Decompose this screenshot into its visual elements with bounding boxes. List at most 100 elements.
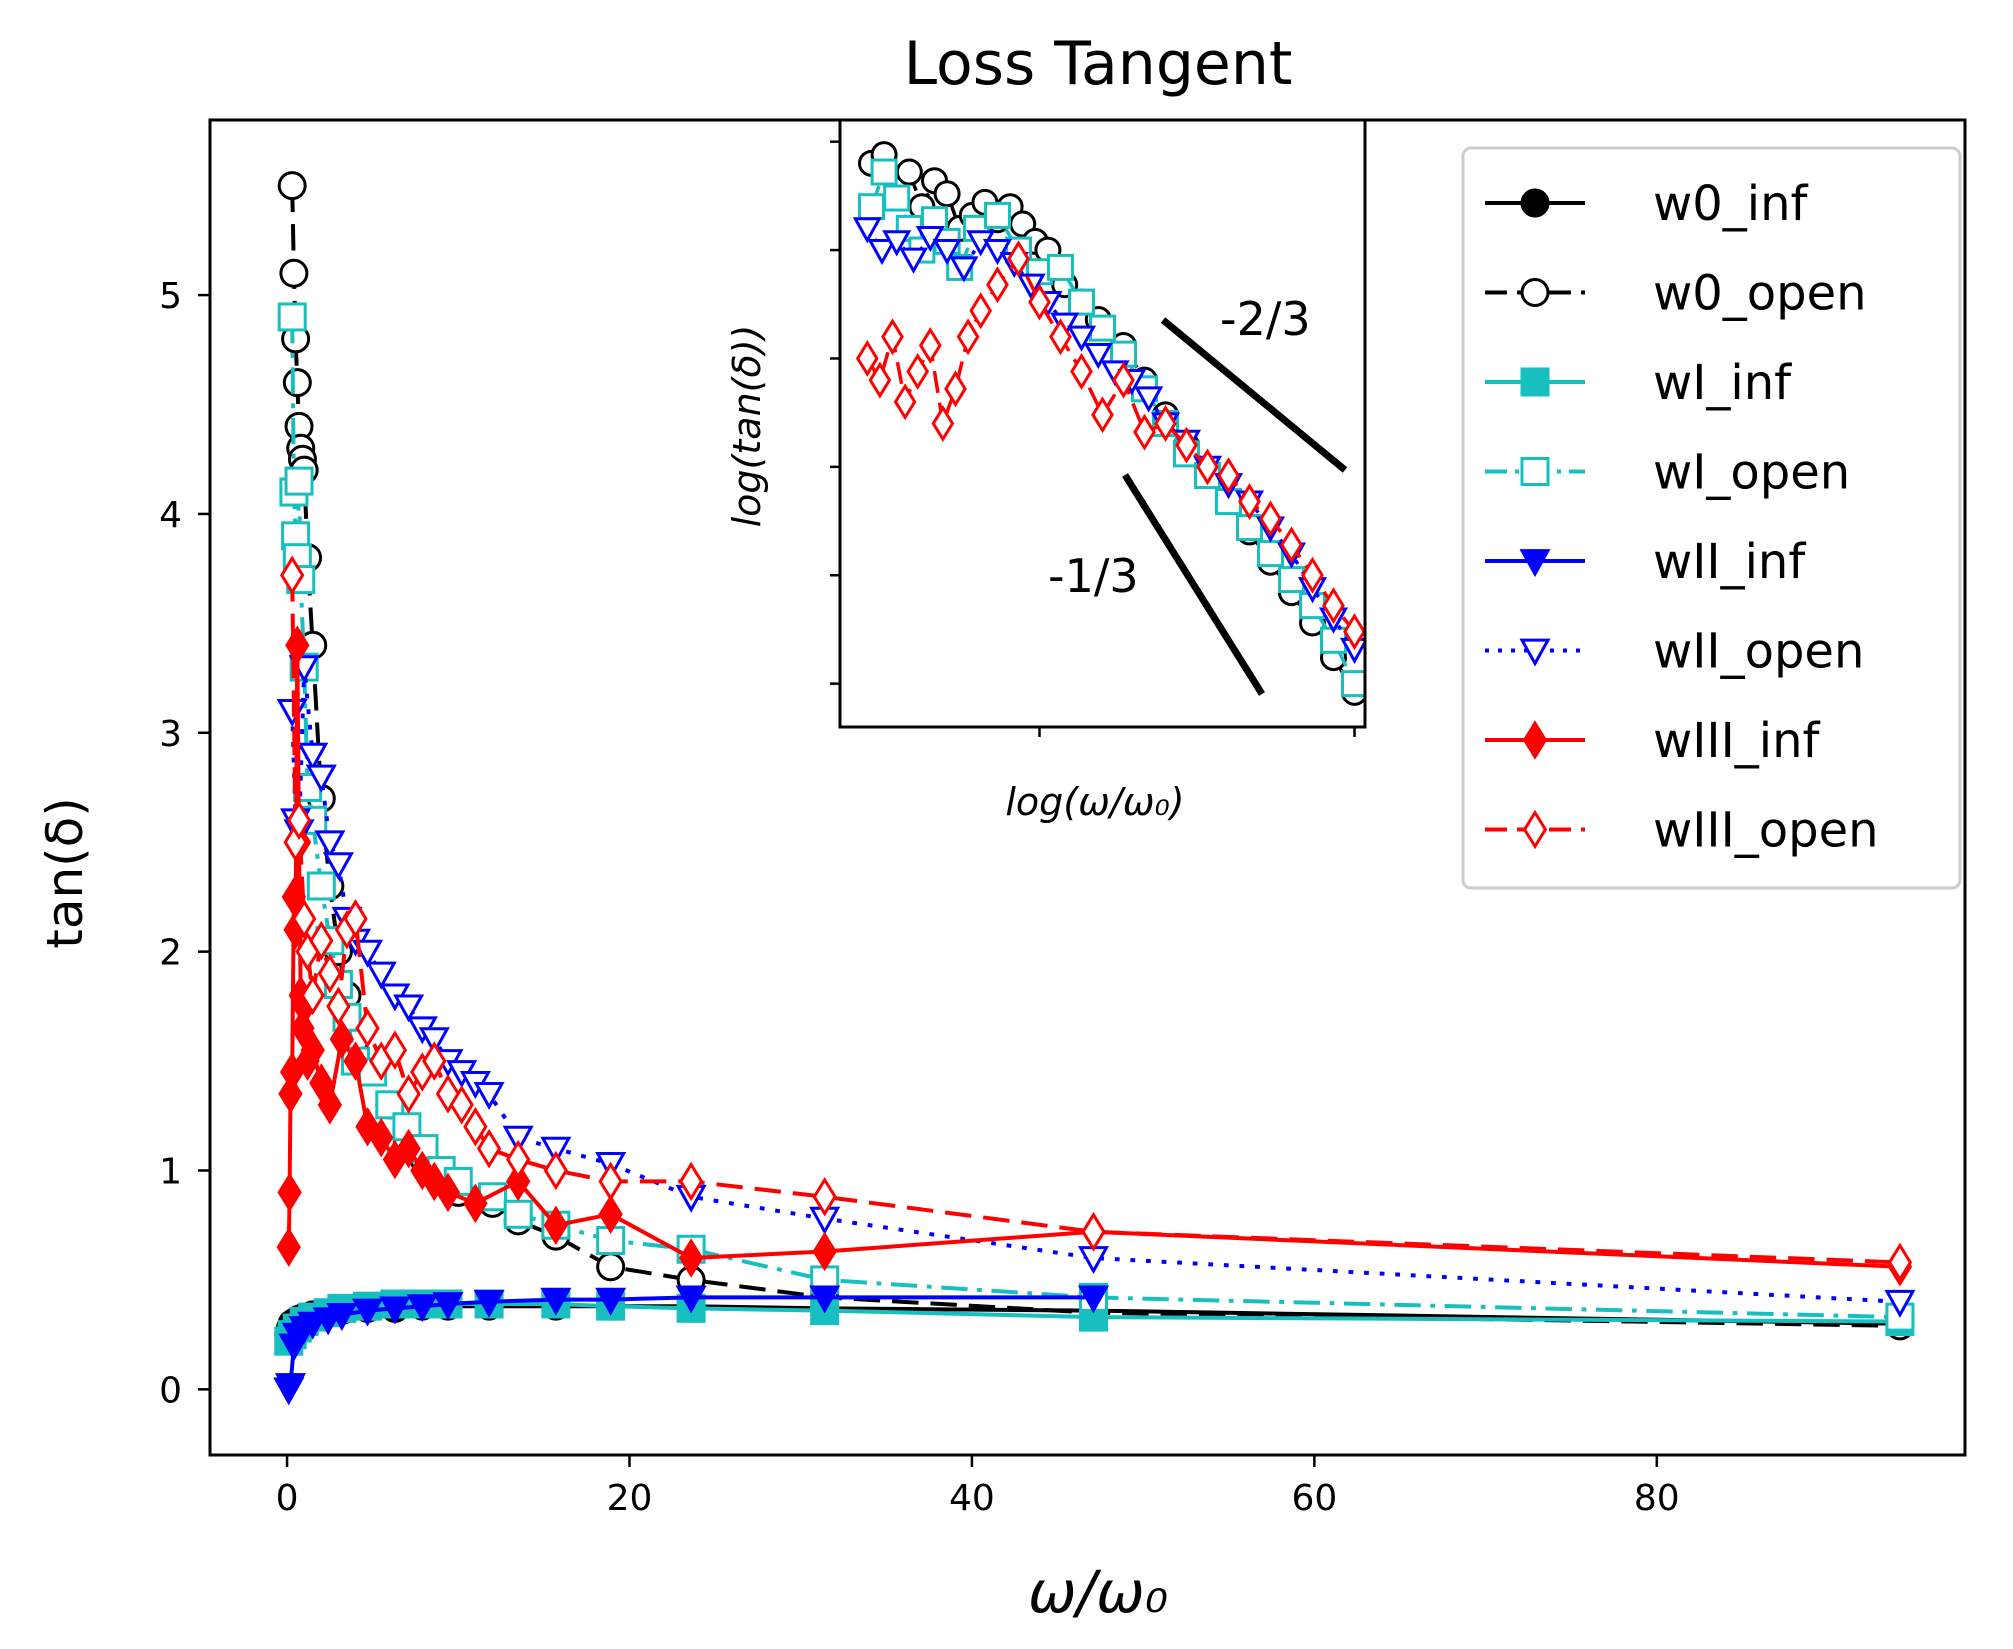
data-point-wI_open — [503, 1199, 533, 1229]
y-tick-label: 3 — [159, 714, 182, 755]
data-point-wIII_open — [300, 975, 325, 1016]
legend-entry-wII_inf: wII_inf — [1485, 534, 1806, 590]
inset-data-point-wIII_open — [1175, 426, 1198, 464]
legend-label-wII_open: wII_open — [1653, 624, 1864, 680]
inset-data-point-wIII_open — [855, 340, 879, 377]
data-point-wII_open — [365, 961, 397, 990]
inset-slope-label-one-third: -1/3 — [1048, 549, 1139, 603]
inset-plot-area — [830, 118, 1367, 737]
data-point-wIII_open — [326, 986, 351, 1027]
inset-data-point-wIII_open — [906, 353, 930, 390]
data-point-wII_inf — [406, 1294, 438, 1323]
legend-marker-wIII_inf — [1522, 720, 1548, 760]
data-point-wI_open — [375, 1090, 405, 1120]
data-point-wIII_inf — [277, 1172, 302, 1213]
data-point-wIII_open — [343, 899, 368, 939]
inset-data-point-wIII_open — [1049, 318, 1072, 356]
data-point-wI_open — [284, 466, 314, 496]
y-tick-label: 1 — [159, 1151, 182, 1192]
inset-x-axis-label: log(ω/ω₀) — [1005, 780, 1184, 824]
data-point-wIII_open — [286, 800, 312, 841]
data-point-wIII_open — [355, 1008, 380, 1048]
legend-label-wIII_open: wIII_open — [1653, 803, 1879, 859]
main-plot-area: 0 20 40 60 80 0 1 2 3 4 5 — [159, 118, 1967, 1519]
data-point-wIII_open — [543, 1150, 569, 1191]
data-point-wIII_open — [435, 1074, 461, 1114]
data-point-wIII_inf — [343, 1041, 368, 1081]
legend-label-wII_inf: wII_inf — [1653, 534, 1806, 590]
legend-entry-w0_open: w0_open — [1485, 266, 1867, 322]
inset-data-point-wII_open — [898, 247, 929, 274]
data-point-wIII_open — [382, 1030, 408, 1070]
data-point-wII_open — [314, 830, 346, 859]
data-point-wII_inf — [473, 1289, 505, 1318]
inset-data-point-wII_open — [852, 217, 882, 244]
inset-data-point-wI_open — [1047, 253, 1074, 281]
inset-data-point-wIII_open — [969, 292, 993, 330]
inset-slope-line-one-third — [1122, 473, 1265, 696]
x-tick-label: 0 — [276, 1478, 299, 1519]
data-point-wII_open — [473, 1081, 505, 1110]
inset-data-point-wI_open — [1236, 514, 1263, 542]
legend-label-wI_open: wI_open — [1653, 445, 1850, 501]
data-point-wIII_inf — [317, 1085, 343, 1125]
y-tick-label: 0 — [159, 1370, 182, 1411]
legend-marker-w0_inf — [1520, 188, 1550, 218]
data-point-wII_inf — [1077, 1285, 1110, 1314]
inset-data-point-wIII_open — [893, 383, 917, 421]
data-point-wIII_open — [280, 555, 305, 595]
inset-data-point-wII_open — [882, 230, 912, 257]
legend-entry-wI_inf: wI_inf — [1485, 355, 1792, 411]
data-point-w0_open — [596, 1252, 626, 1282]
data-point-wIII_open — [1081, 1212, 1106, 1252]
inset-slope-label-two-thirds: -2/3 — [1220, 292, 1311, 346]
legend-entry-wIII_open: wIII_open — [1485, 803, 1879, 859]
legend-entry-w0_inf: w0_inf — [1485, 176, 1809, 232]
data-point-wIII_open — [449, 1085, 474, 1125]
data-point-wIII_open — [292, 899, 317, 939]
y-axis-label: tan(δ) — [36, 797, 94, 949]
inset-data-point-wI_open — [870, 158, 898, 186]
legend-marker-wI_open — [1520, 457, 1550, 486]
legend-marker-w0_open — [1520, 278, 1550, 307]
data-point-wIII_inf — [369, 1117, 394, 1158]
data-point-wIII_open — [317, 953, 343, 994]
data-point-wIII_open — [476, 1128, 502, 1169]
series-line-wIII_open — [290, 575, 1900, 1265]
legend-entry-wI_open: wI_open — [1485, 445, 1850, 501]
inset-data-point-wIII_open — [1343, 613, 1365, 651]
data-point-wIII_inf — [598, 1194, 623, 1235]
data-point-wII_inf — [675, 1285, 707, 1314]
legend-marker-wIII_open — [1522, 809, 1548, 850]
data-point-wII_open — [393, 994, 425, 1023]
inset-data-point-wII_open — [949, 256, 979, 283]
inset-data-point-wI_open — [1341, 670, 1365, 698]
data-point-wII_inf — [595, 1287, 627, 1316]
inset-y-axis-label: log(tan(δ)) — [725, 325, 769, 528]
data-point-wIII_inf — [355, 1106, 380, 1147]
inset-data-point-wI_open — [984, 201, 1011, 229]
inset-data-point-wIII_open — [986, 266, 1009, 304]
inset-data-point-wII_open — [982, 238, 1013, 266]
y-tick-label: 2 — [159, 933, 182, 974]
inset-data-point-wIII_open — [918, 326, 942, 364]
data-point-wII_inf — [540, 1287, 572, 1316]
data-point-w0_open — [282, 368, 312, 398]
inset-data-point-wI_open — [1068, 288, 1095, 316]
x-tick-label: 80 — [1634, 1478, 1680, 1519]
inset-data-point-wIII_open — [1091, 396, 1114, 434]
inset-data-point-wI_open — [1257, 540, 1284, 568]
legend-label-w0_inf: w0_inf — [1653, 176, 1809, 232]
data-point-wIII_inf — [278, 1074, 303, 1114]
data-point-wIII_open — [812, 1176, 837, 1217]
inset-data-point-wIII_open — [1238, 483, 1261, 521]
inset-data-point-wII_open — [932, 238, 962, 266]
inset-data-point-wII_open — [915, 225, 945, 253]
inset-data-point-wII_open — [1134, 386, 1164, 413]
data-point-wII_open — [1884, 1289, 1916, 1318]
data-point-wI_open — [306, 871, 336, 901]
data-point-wIII_open — [422, 1041, 447, 1081]
data-point-wII_inf — [351, 1298, 384, 1327]
inset-data-point-wIII_open — [881, 318, 904, 356]
